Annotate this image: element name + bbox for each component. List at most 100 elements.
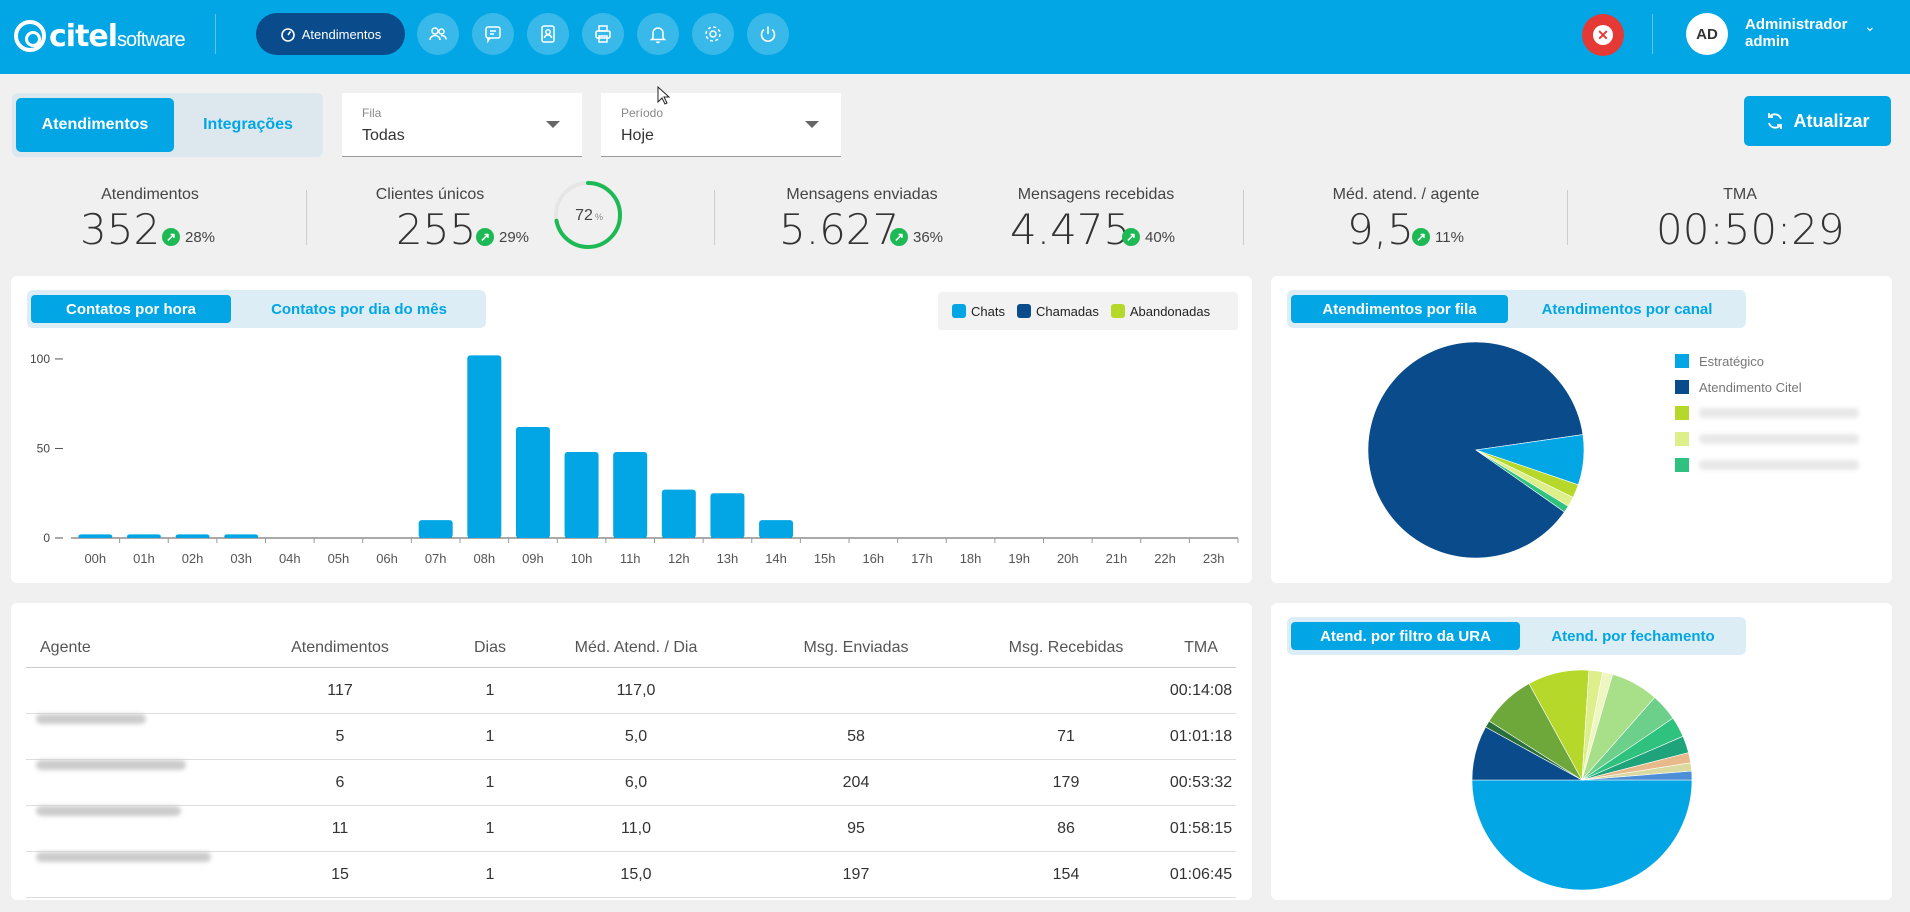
legend-estrategico[interactable]: Estratégico: [1675, 348, 1859, 374]
col-tma[interactable]: TMA: [1184, 639, 1218, 656]
power-icon: [760, 26, 776, 42]
tab-contatos-por-hora[interactable]: Contatos por hora: [31, 295, 231, 323]
citel-logo[interactable]: citel software: [14, 16, 186, 56]
settings-button[interactable]: [692, 13, 734, 55]
tab-atendimentos-por-canal[interactable]: Atendimentos por canal: [1541, 300, 1713, 318]
kpi-atendimentos-delta-value: 28%: [185, 228, 216, 246]
table-cell: 117: [327, 682, 353, 699]
fila-pie-legend: Estratégico Atendimento Citel: [1675, 348, 1859, 478]
messages-button[interactable]: [472, 13, 514, 55]
table-row[interactable]: 5 1 5,0 58 71 01:01:18: [26, 714, 1236, 760]
avatar[interactable]: AD: [1686, 13, 1728, 55]
x-tick-label: 02h: [182, 551, 204, 566]
table-cell: 1: [485, 774, 495, 791]
legend-item-blurred[interactable]: [1675, 426, 1859, 452]
kpi-enviadas-delta-value: 36%: [913, 228, 944, 246]
refresh-label: Atualizar: [1793, 110, 1870, 131]
table-cell: 58: [847, 728, 865, 745]
fila-label: Fila: [362, 106, 382, 120]
bar-chats: [515, 426, 550, 538]
legend-item-blurred[interactable]: [1675, 400, 1859, 426]
legend-swatch: [1675, 406, 1689, 420]
table-cell: 5,0: [624, 728, 648, 745]
table-row[interactable]: 117 1 117,0 00:14:08: [26, 668, 1236, 714]
x-tick-label: 07h: [425, 551, 447, 566]
legend-chats[interactable]: Chats: [952, 304, 1005, 319]
ring-value: 72: [575, 207, 593, 224]
agent-name-blurred: [36, 714, 146, 724]
kpi-enviadas-delta: ↗ 36%: [890, 228, 943, 246]
fila-value: Todas: [362, 127, 405, 144]
legend-atendimento-citel[interactable]: Atendimento Citel: [1675, 374, 1859, 400]
print-button[interactable]: [582, 13, 624, 55]
col-media-dia[interactable]: Méd. Atend. / Dia: [574, 639, 698, 656]
col-msg-recebidas[interactable]: Msg. Recebidas: [1008, 639, 1124, 656]
nav-atendimentos-button[interactable]: Atendimentos: [256, 13, 405, 55]
user-role: admin: [1745, 33, 1790, 50]
table-row[interactable]: 6 1 6,0 204 179 00:53:32: [26, 760, 1236, 806]
kpi-clientes-delta-value: 29%: [499, 228, 530, 246]
legend-estrategico-label: Estratégico: [1699, 353, 1765, 369]
x-tick-label: 20h: [1057, 551, 1079, 566]
tab-filtro-ura[interactable]: Atend. por filtro da URA: [1291, 622, 1520, 650]
user-name[interactable]: Administrador: [1745, 16, 1848, 33]
x-tick-label: 01h: [133, 551, 155, 566]
logout-button[interactable]: [747, 13, 789, 55]
chevron-down-icon[interactable]: ⌄: [1864, 18, 1876, 34]
ura-tabs: Atend. por filtro da URA Atend. por fech…: [1287, 617, 1746, 655]
legend-item-blurred[interactable]: [1675, 452, 1859, 478]
bell-icon: [649, 27, 667, 44]
logo-text: citel: [49, 18, 118, 54]
tab-integracoes[interactable]: Integrações: [203, 116, 293, 133]
table-cell: 154: [1052, 866, 1080, 883]
col-agente[interactable]: Agente: [40, 639, 91, 656]
close-button[interactable]: ✕: [1582, 14, 1624, 56]
chat-bubble-icon: [485, 26, 501, 44]
bar-chats: [224, 534, 259, 538]
agentes-table-panel: [11, 603, 1252, 900]
x-tick-label: 23h: [1203, 551, 1225, 566]
users-button[interactable]: [417, 13, 459, 55]
contacts-button[interactable]: [527, 13, 569, 55]
bar-chats: [710, 493, 745, 538]
tab-atendimentos[interactable]: Atendimentos: [16, 98, 174, 152]
tab-fechamento[interactable]: Atend. por fechamento: [1551, 627, 1715, 645]
kpi-separator: [714, 190, 715, 245]
bar-chats: [418, 520, 453, 538]
periodo-select[interactable]: Período Hoje: [601, 93, 841, 157]
citel-logo-icon: [14, 20, 46, 52]
table-cell: 01:06:45: [1169, 866, 1233, 883]
table-cell: 11,0: [621, 820, 651, 837]
agent-name-blurred: [36, 852, 211, 862]
periodo-value: Hoje: [621, 127, 654, 144]
tab-atendimentos-por-fila[interactable]: Atendimentos por fila: [1291, 295, 1508, 323]
kpi-recebidas-delta-value: 40%: [1145, 228, 1176, 246]
contact-card-icon: [541, 25, 555, 43]
col-atendimentos[interactable]: Atendimentos: [291, 639, 389, 656]
tab-contatos-por-dia[interactable]: Contatos por dia do mês: [271, 300, 447, 318]
legend-abandonadas[interactable]: Abandonadas: [1110, 304, 1210, 319]
agent-name-blurred: [36, 760, 186, 770]
col-msg-enviadas[interactable]: Msg. Enviadas: [803, 639, 909, 656]
trend-up-icon: ↗: [1412, 228, 1430, 246]
close-icon: ✕: [1593, 25, 1613, 45]
agent-name-blurred: [36, 806, 181, 816]
col-dias[interactable]: Dias: [473, 639, 506, 656]
table-cell: 01:01:18: [1169, 728, 1233, 745]
kpi-media-delta-value: 11%: [1435, 228, 1464, 246]
x-tick-label: 09h: [522, 551, 544, 566]
bar-chats: [759, 520, 794, 538]
bar-chats: [126, 534, 161, 538]
x-tick-label: 19h: [1008, 551, 1030, 566]
pie-slice: [1471, 779, 1693, 891]
legend-swatch: [1110, 304, 1125, 318]
legend-chamadas[interactable]: Chamadas: [1016, 304, 1099, 319]
table-cell: 01:58:15: [1169, 820, 1233, 837]
kpi-atendimentos-value: 352: [80, 205, 161, 254]
refresh-button[interactable]: Atualizar: [1744, 96, 1891, 146]
kpi-clientes-label: Clientes únicos: [375, 186, 485, 203]
table-row[interactable]: 11 1 11,0 95 86 01:58:15: [26, 806, 1236, 852]
notifications-button[interactable]: [637, 13, 679, 55]
fila-select[interactable]: Fila Todas: [342, 93, 582, 157]
table-row[interactable]: 15 1 15,0 197 154 01:06:45: [26, 852, 1236, 898]
